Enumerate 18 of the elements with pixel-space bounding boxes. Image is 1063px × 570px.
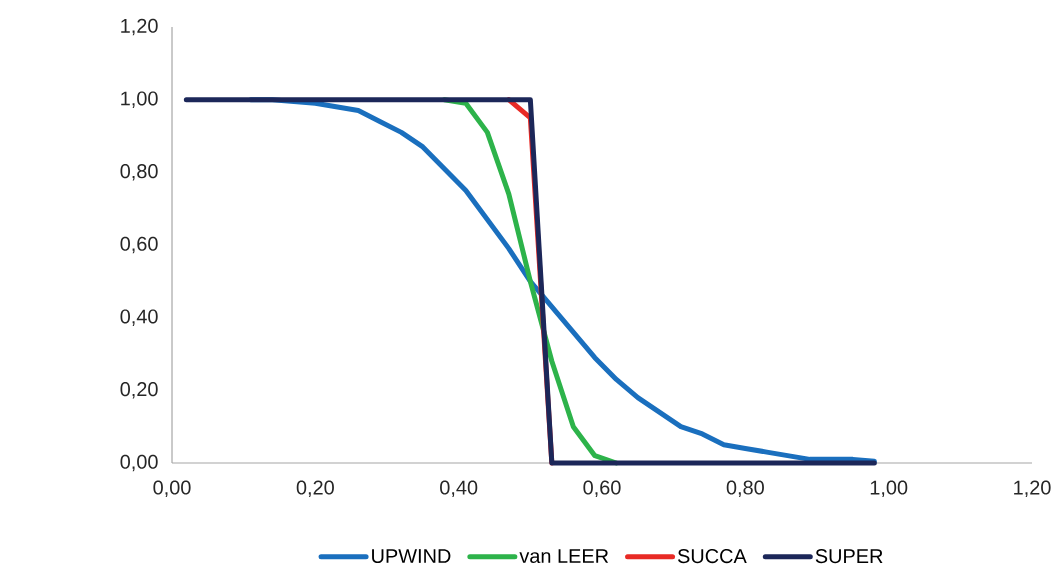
x-tick-label: 0,40 bbox=[440, 480, 478, 497]
y-tick-label: 0,80 bbox=[120, 164, 158, 181]
legend-label: van LEER bbox=[519, 549, 609, 564]
x-tick-label: 1,20 bbox=[1014, 480, 1051, 497]
x-tick-label: 0,80 bbox=[726, 480, 764, 497]
x-tick-label: 0,00 bbox=[153, 480, 191, 497]
y-tick-label: 0,40 bbox=[120, 309, 158, 326]
legend-label: UPWIND bbox=[372, 549, 451, 564]
x-tick-label: 1,00 bbox=[870, 480, 908, 497]
y-tick-label: 0,20 bbox=[120, 382, 158, 399]
y-tick-label: 0,00 bbox=[120, 454, 158, 472]
y-tick-label: 1,00 bbox=[121, 91, 158, 108]
y-tick-label: 1,20 bbox=[121, 18, 158, 36]
x-tick-label: 0,60 bbox=[583, 480, 621, 497]
x-tick-label: 0,20 bbox=[296, 480, 334, 497]
legend-label: SUPER bbox=[815, 549, 883, 564]
y-tick-label: 0,60 bbox=[120, 236, 158, 254]
legend-label: SUCCA bbox=[677, 549, 747, 564]
